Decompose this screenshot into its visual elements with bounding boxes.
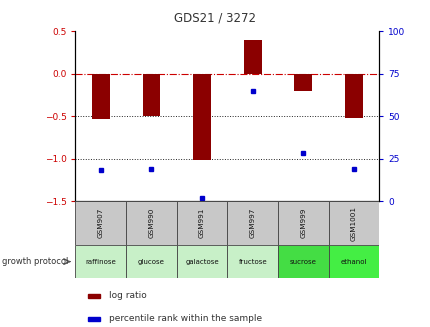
Bar [126,201,176,245]
Text: log ratio: log ratio [109,291,146,301]
Text: GSM999: GSM999 [300,208,306,238]
Bar [92,74,109,119]
Text: ethanol: ethanol [340,259,366,265]
Text: growth protocol: growth protocol [2,257,68,266]
Bar [142,74,160,116]
Bar [87,317,99,321]
Text: GSM997: GSM997 [249,208,255,238]
Text: glucose: glucose [138,259,164,265]
Text: fructose: fructose [238,259,266,265]
Bar [344,74,362,118]
Bar [126,245,176,278]
Bar [87,294,99,298]
Bar [227,245,277,278]
Bar [277,201,328,245]
Bar [243,40,261,74]
Bar [328,201,378,245]
Text: GSM1001: GSM1001 [350,206,356,241]
Text: percentile rank within the sample: percentile rank within the sample [109,314,261,323]
Bar [193,74,210,160]
Bar [227,201,277,245]
Text: GSM990: GSM990 [148,208,154,238]
Text: sucrose: sucrose [289,259,316,265]
Text: GSM991: GSM991 [199,208,205,238]
Bar [176,201,227,245]
Bar [176,245,227,278]
Bar [277,245,328,278]
Text: GDS21 / 3272: GDS21 / 3272 [174,11,256,25]
Text: galactose: galactose [185,259,218,265]
Bar [75,245,126,278]
Text: GSM907: GSM907 [98,208,104,238]
Bar [294,74,311,91]
Text: raffinose: raffinose [85,259,116,265]
Bar [75,201,126,245]
Bar [328,245,378,278]
